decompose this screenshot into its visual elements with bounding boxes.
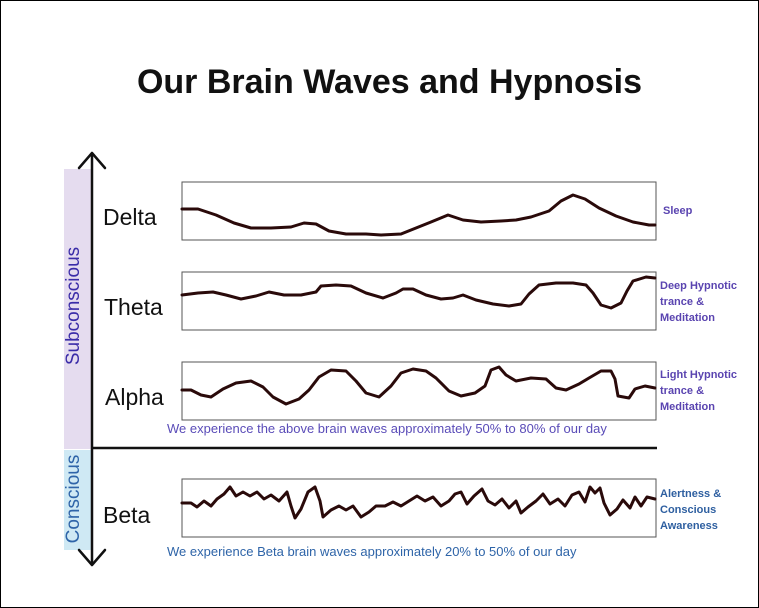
wave-name-theta: Theta (104, 294, 163, 320)
wave-name-delta: Delta (103, 204, 157, 230)
conscious-note: We experience Beta brain waves approxima… (167, 544, 577, 559)
beta-wave-line (180, 485, 657, 520)
wave-name-beta: Beta (103, 502, 151, 528)
state-label-alertness: Alertness & Conscious Awareness (660, 488, 722, 532)
beta-wave-panel (181, 478, 657, 538)
wave-name-alpha: Alpha (105, 384, 164, 410)
page-title: Our Brain Waves and Hypnosis (136, 63, 643, 101)
theta-wave-panel (181, 271, 657, 331)
state-label-light-hypnotic: Light Hypnotic trance & Meditation (660, 369, 737, 413)
state-label-sleep: Sleep (663, 205, 693, 217)
delta-wave-panel (181, 181, 657, 241)
conscious-band (64, 450, 93, 550)
double-headed-vertical-arrow-icon (77, 151, 107, 567)
delta-wave-line (180, 193, 657, 237)
alpha-wave-panel (181, 361, 657, 421)
state-label-deep-hypnotic: Deep Hypnotic trance & Meditation (660, 280, 738, 324)
theta-wave-line (180, 275, 657, 310)
subconscious-note: We experience the above brain waves appr… (167, 421, 607, 436)
alpha-wave-line (180, 365, 657, 406)
subconscious-band (64, 169, 93, 449)
